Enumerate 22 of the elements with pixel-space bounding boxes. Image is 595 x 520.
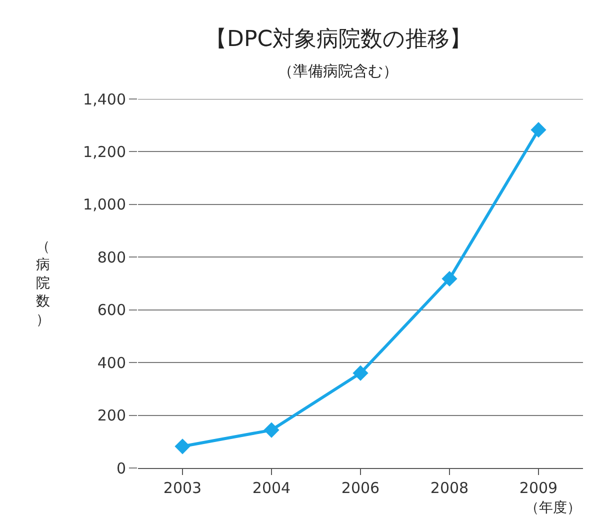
y-tick-label: 400: [97, 354, 126, 372]
y-tick-label: 1,000: [83, 196, 126, 214]
point: [352, 365, 368, 381]
chart-title: 【DPC対象病院数の推移】: [205, 27, 472, 52]
point: [264, 422, 280, 438]
y-tick-label: 1,200: [83, 142, 126, 161]
y-tick-label: 0: [116, 459, 126, 478]
y-tick-label: 1,400: [83, 90, 126, 108]
point: [530, 122, 546, 138]
x-tick-label: 2004: [252, 479, 291, 497]
x-tick-label: 2009: [519, 479, 558, 497]
x-tick-label: 2008: [430, 479, 469, 497]
chart-subtitle: （準備病院含む）: [278, 62, 398, 80]
x-axis-title: （年度）: [525, 500, 581, 516]
x-tick-label: 2003: [163, 479, 202, 497]
x-tick-label: 2006: [341, 479, 380, 497]
y-tick-label: 600: [97, 301, 126, 320]
point: [174, 438, 190, 454]
y-axis-title: （病院数）: [36, 239, 50, 328]
point: [442, 270, 458, 287]
y-tick-label: 200: [97, 406, 126, 425]
y-tick-label: 800: [97, 248, 126, 266]
